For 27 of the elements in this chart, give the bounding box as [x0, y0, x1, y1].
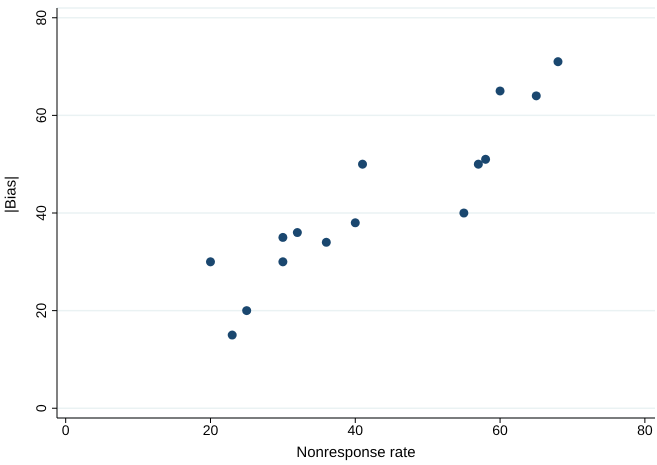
- point: [292, 228, 302, 238]
- y-tick-label: 80: [33, 10, 49, 26]
- point: [350, 218, 360, 228]
- point: [242, 306, 252, 316]
- point: [474, 160, 483, 169]
- y-tick-label: 40: [33, 205, 49, 221]
- x-tick-label: 0: [62, 422, 70, 438]
- point: [278, 232, 288, 242]
- x-tick-label: 80: [637, 422, 653, 438]
- point: [459, 208, 468, 218]
- y-tick-label: 0: [33, 404, 49, 412]
- point: [206, 257, 215, 266]
- point: [358, 160, 368, 169]
- x-axis-title: Nonresponse rate: [296, 444, 416, 461]
- y-tick-label: 60: [33, 107, 49, 124]
- point: [496, 86, 505, 96]
- x-tick-label: 40: [347, 422, 364, 438]
- point: [481, 154, 490, 164]
- y-axis-title: |Bias|: [2, 176, 20, 213]
- x-tick-label: 60: [492, 422, 508, 438]
- point: [532, 91, 541, 100]
- point: [278, 257, 288, 266]
- x-tick-label: 20: [202, 422, 218, 438]
- point: [228, 330, 237, 340]
- y-tick-label: 20: [33, 302, 49, 318]
- point: [322, 238, 331, 247]
- point: [553, 57, 562, 66]
